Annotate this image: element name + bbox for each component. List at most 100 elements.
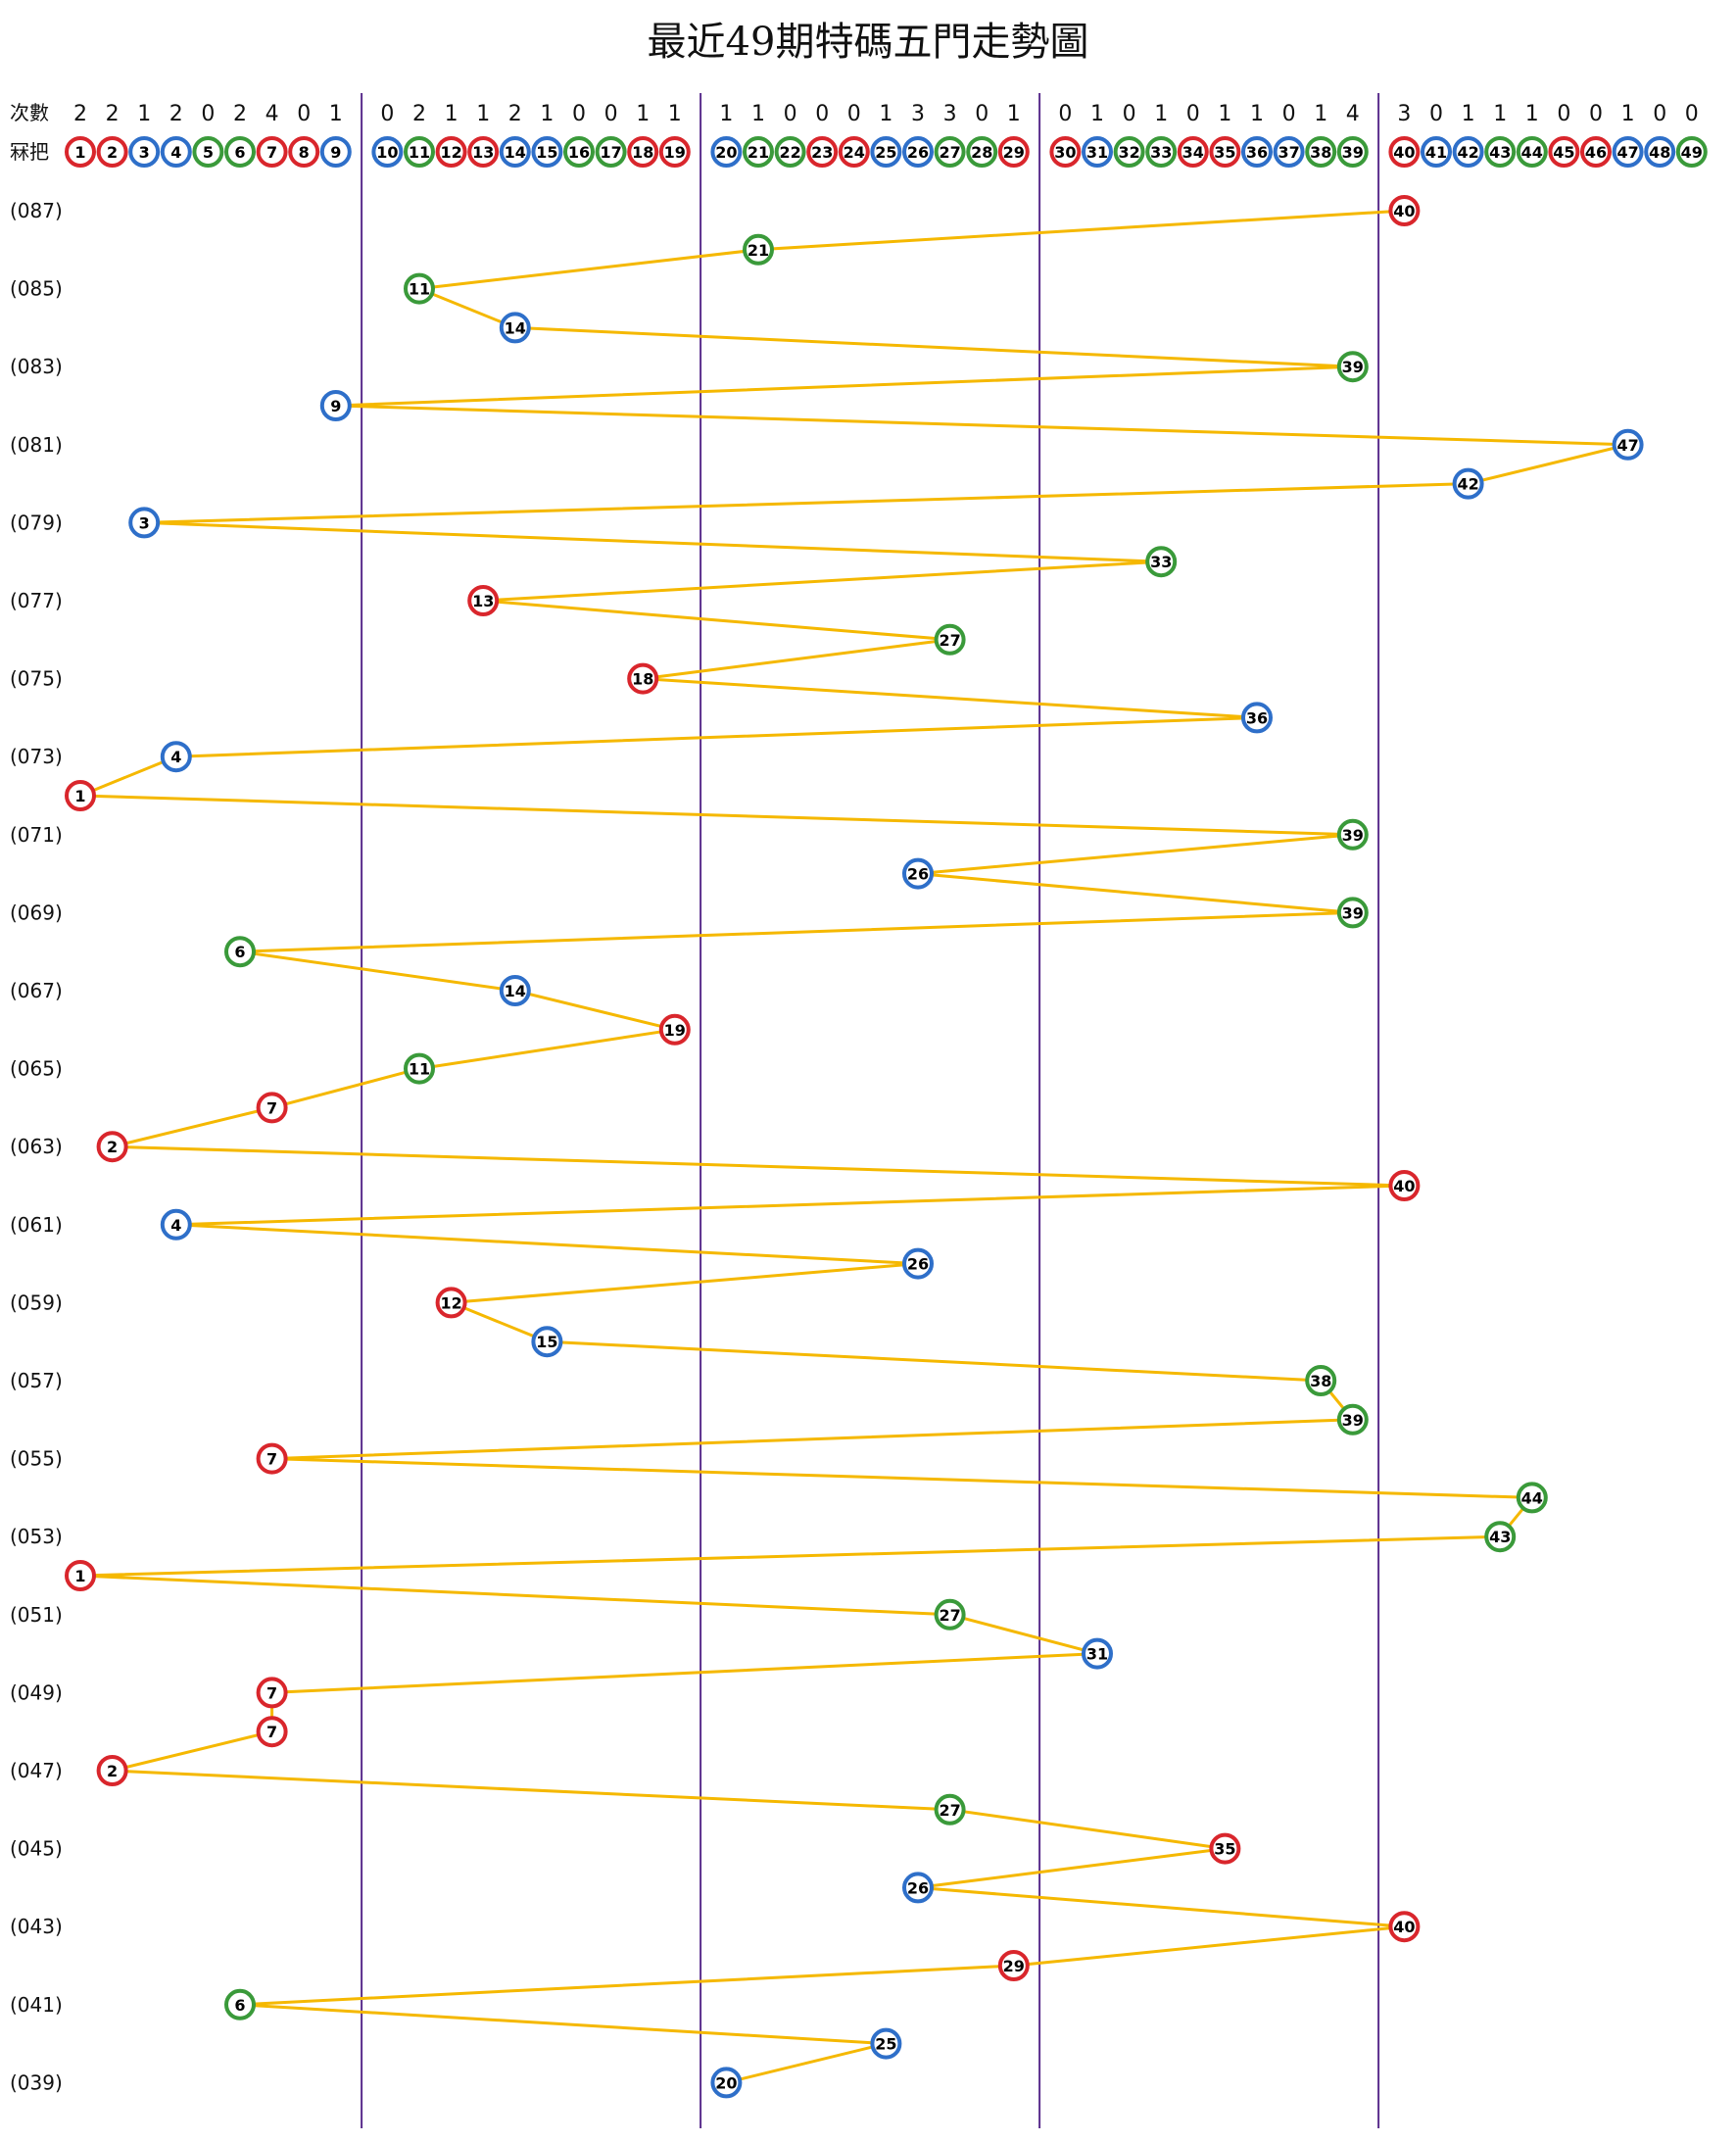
ball-core <box>231 943 249 961</box>
ball-number: 46 <box>1585 143 1607 162</box>
ball-core <box>199 143 217 161</box>
draw-ball: 27 <box>934 623 966 656</box>
ball-core <box>1618 435 1637 454</box>
ball-core <box>135 513 154 532</box>
period-label: (085) <box>10 277 63 301</box>
draw-ball: 44 <box>1516 1482 1548 1514</box>
count-value: 1 <box>540 102 554 126</box>
header-ball: 2 <box>96 136 128 168</box>
ball-number: 45 <box>1553 143 1574 162</box>
header-ball: 18 <box>627 136 659 168</box>
ball-core <box>940 630 959 649</box>
ball-number: 39 <box>1342 143 1364 162</box>
ball-core <box>103 1138 121 1156</box>
draw-ball: 40 <box>1388 195 1421 226</box>
draw-ball: 6 <box>224 1988 256 2020</box>
count-value: 1 <box>1314 102 1327 126</box>
draw-ball: 3 <box>128 507 161 539</box>
ball-number: 31 <box>1086 1645 1108 1664</box>
ball-number: 1 <box>74 1567 85 1585</box>
draw-ball: 26 <box>902 1247 934 1280</box>
header-ball: 36 <box>1241 136 1273 168</box>
draw-ball: 39 <box>1336 897 1369 929</box>
ball-core <box>1216 1839 1234 1858</box>
draw-ball: 2 <box>96 1131 128 1163</box>
count-value: 1 <box>1493 102 1507 126</box>
period-label: (059) <box>10 1290 63 1314</box>
ball-number: 6 <box>234 1996 245 2015</box>
ball-core <box>1343 903 1362 922</box>
ball-number: 18 <box>632 143 653 162</box>
ball-number: 27 <box>939 631 960 650</box>
period-label: (079) <box>10 511 63 534</box>
period-label: (049) <box>10 1680 63 1704</box>
ball-number: 21 <box>747 241 769 260</box>
ball-number: 49 <box>1681 143 1703 162</box>
ball-core <box>1343 143 1362 161</box>
ball-number: 39 <box>1342 826 1364 845</box>
ball-core <box>506 318 524 337</box>
ball-number: 11 <box>409 143 430 162</box>
ball-number: 11 <box>409 280 430 299</box>
ball-number: 31 <box>1086 143 1108 162</box>
ball-number: 25 <box>875 2035 896 2054</box>
ball-core <box>940 1605 959 1624</box>
count-value: 0 <box>572 102 586 126</box>
ball-number: 20 <box>715 143 737 162</box>
count-value: 2 <box>508 102 522 126</box>
header-ball: 1 <box>65 136 96 168</box>
ball-core <box>135 143 154 161</box>
draw-ball: 12 <box>435 1287 467 1319</box>
header-ball: 12 <box>435 136 467 168</box>
ball-core <box>1459 474 1477 493</box>
count-value: 0 <box>1653 102 1666 126</box>
draw-ball: 26 <box>902 1872 934 1904</box>
ball-core <box>1343 825 1362 844</box>
header-ball: 32 <box>1113 136 1145 168</box>
ball-number: 7 <box>266 1723 277 1741</box>
header-ball: 44 <box>1516 136 1548 168</box>
period-label: (071) <box>10 823 63 847</box>
ball-core <box>1395 202 1414 219</box>
period-label: (077) <box>10 589 63 612</box>
ball-number: 12 <box>440 143 461 162</box>
ball-core <box>973 143 991 161</box>
ball-core <box>844 143 863 161</box>
ball-core <box>1343 1410 1362 1429</box>
header-ball: 25 <box>870 136 902 168</box>
ball-number: 2 <box>107 1138 118 1156</box>
ball-number: 26 <box>907 1878 929 1897</box>
header-ball: 48 <box>1644 136 1676 168</box>
ball-number: 2 <box>107 1762 118 1780</box>
ball-core <box>263 1449 281 1468</box>
period-label: (043) <box>10 1915 63 1938</box>
ball-core <box>72 787 89 804</box>
draw-ball: 1 <box>65 780 96 811</box>
draw-ball: 2 <box>96 1755 128 1786</box>
count-value: 0 <box>1186 102 1200 126</box>
draw-ball: 47 <box>1612 428 1644 461</box>
count-value: 4 <box>1346 102 1360 126</box>
draw-ball: 7 <box>256 1442 288 1475</box>
period-label: (067) <box>10 979 63 1002</box>
draw-ball: 7 <box>256 1677 288 1709</box>
draw-ball: 27 <box>934 1598 966 1631</box>
draw-ball: 19 <box>658 1013 691 1046</box>
ball-core <box>1427 143 1445 161</box>
ball-core <box>813 143 832 161</box>
ball-number: 26 <box>907 1255 929 1274</box>
ball-core <box>1395 1918 1414 1936</box>
draw-ball: 40 <box>1388 1170 1421 1201</box>
ball-core <box>1459 143 1477 161</box>
ball-core <box>1056 143 1075 161</box>
draw-ball: 29 <box>997 1950 1030 1981</box>
ball-core <box>442 1293 460 1312</box>
period-label: (057) <box>10 1369 63 1392</box>
draw-ball: 33 <box>1145 546 1178 578</box>
ball-core <box>506 982 524 999</box>
ball-core <box>781 143 799 161</box>
ball-number: 1 <box>74 143 85 162</box>
ball-core <box>940 1800 959 1819</box>
ball-core <box>1216 143 1234 161</box>
